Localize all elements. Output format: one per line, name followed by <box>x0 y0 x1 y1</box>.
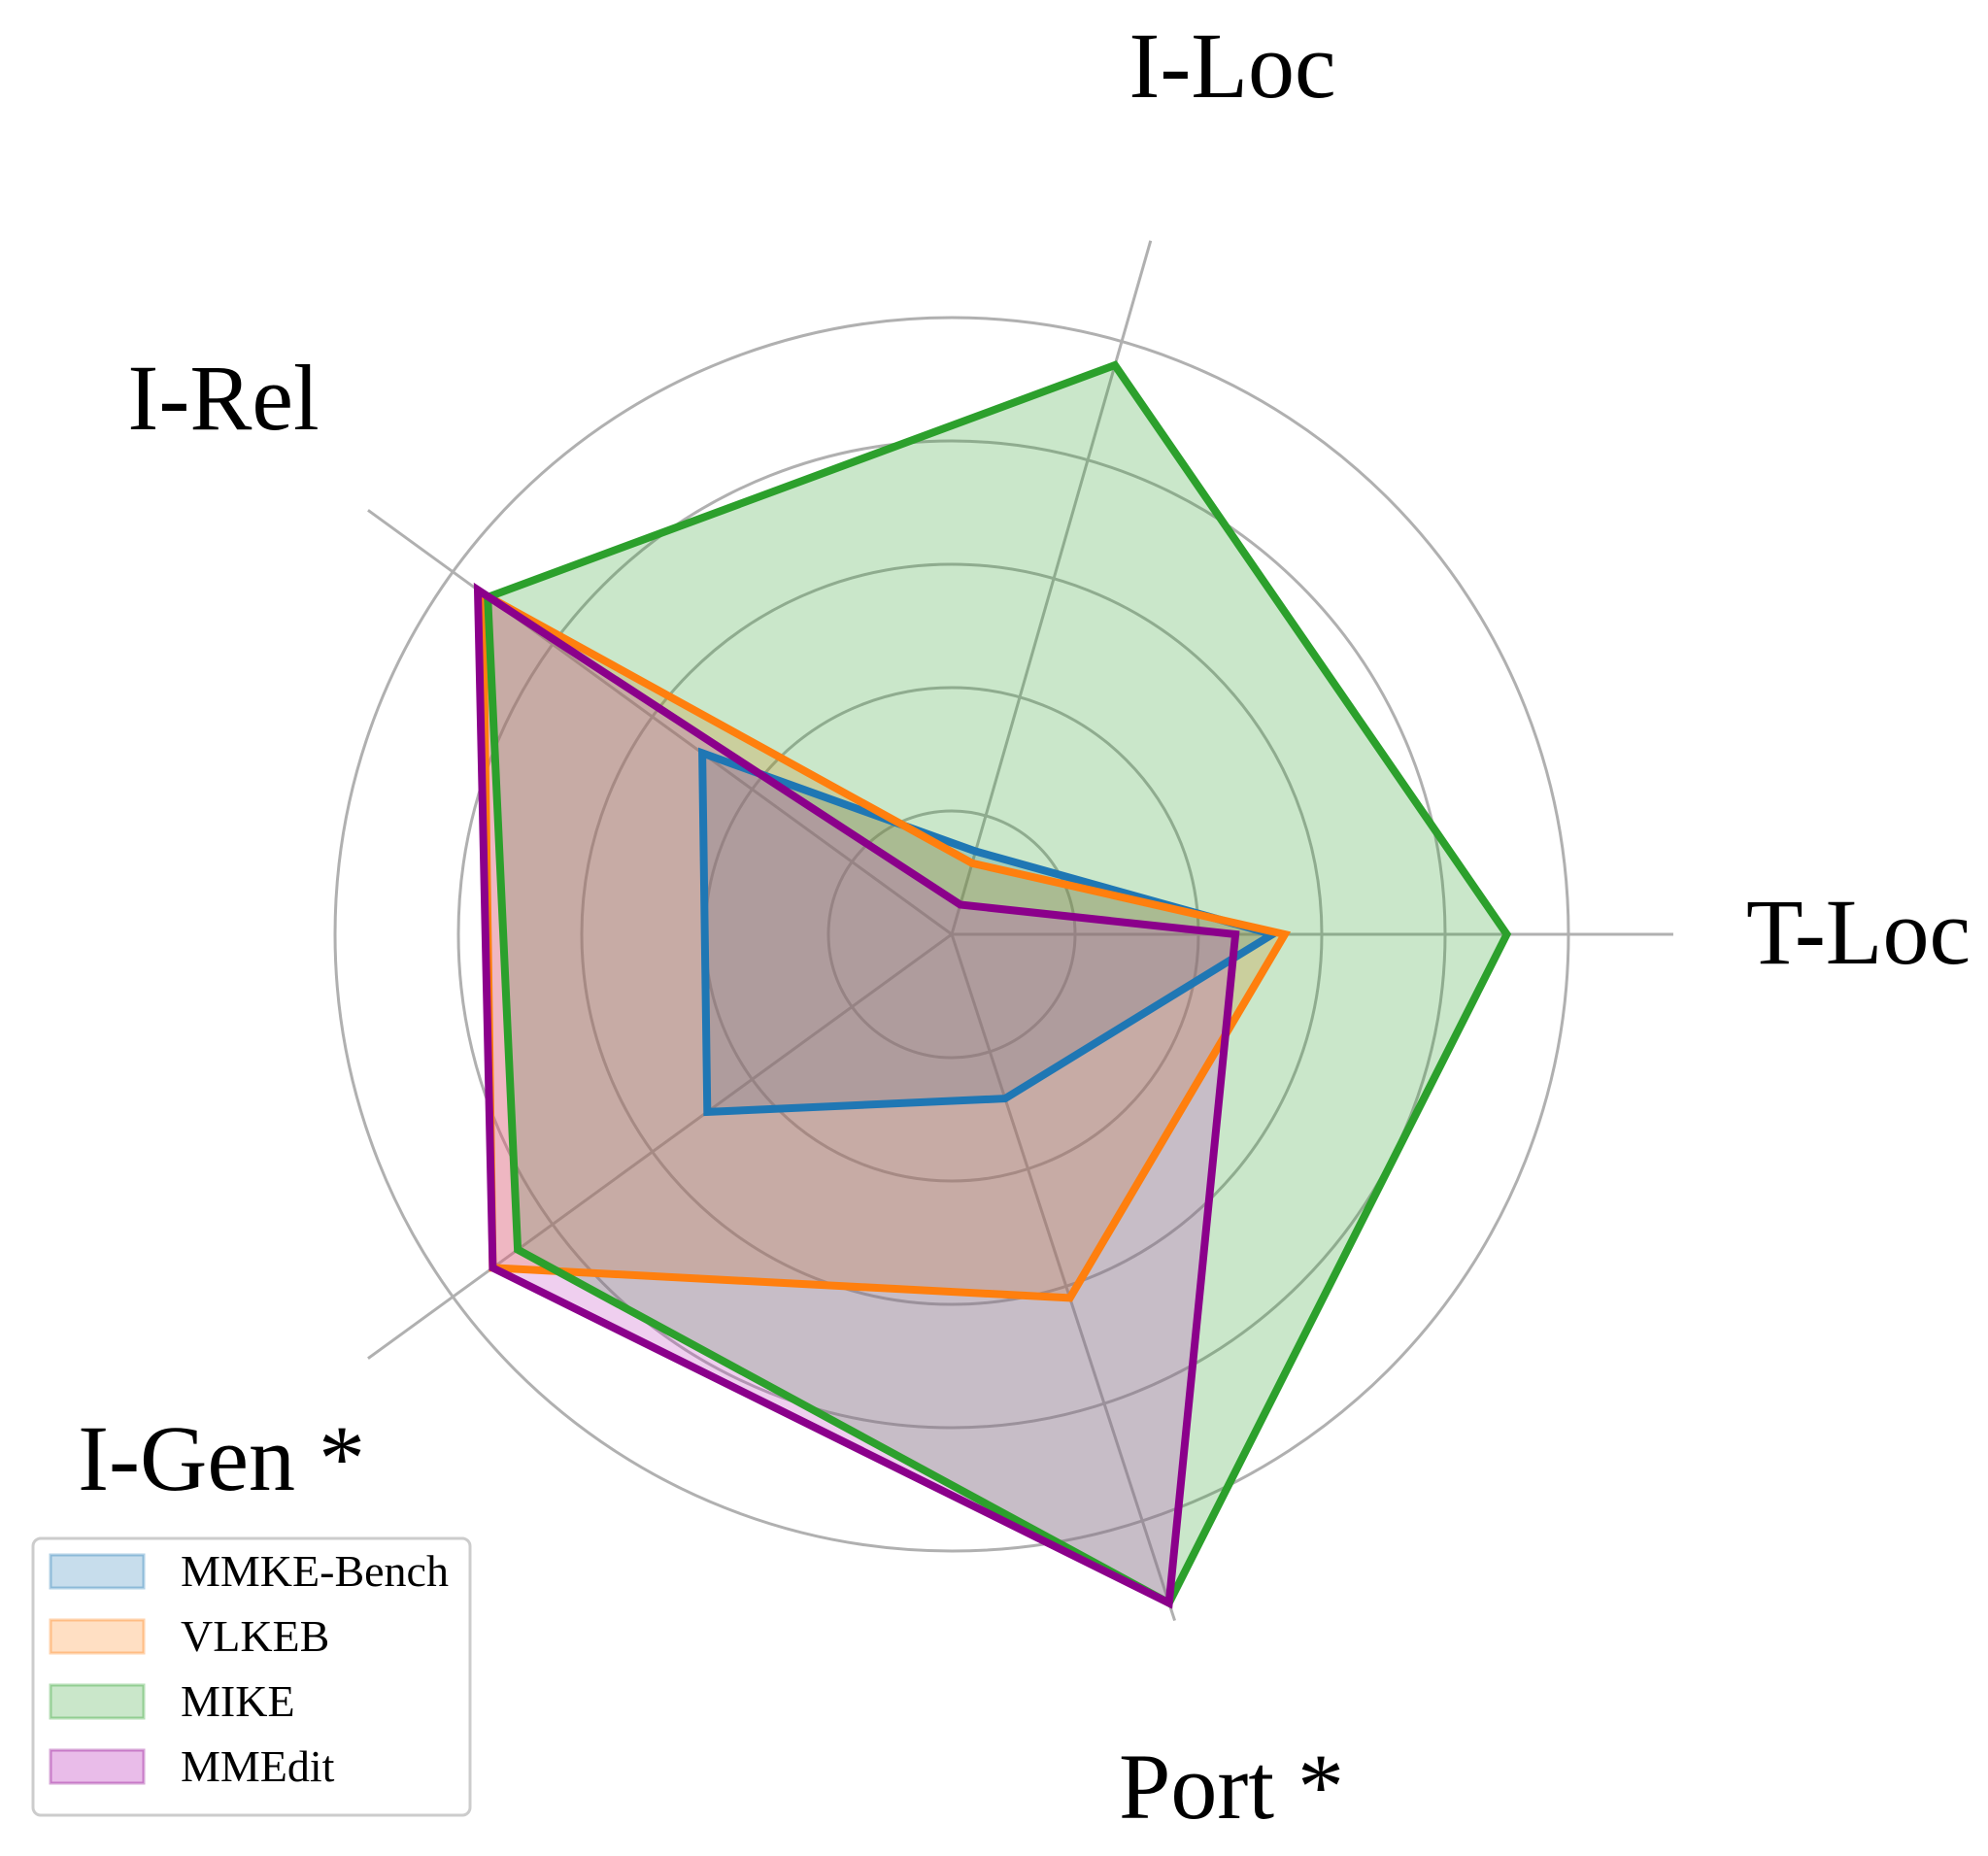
legend-item: MIKE <box>49 1676 295 1726</box>
axis-label-i-gen: I-Gen * <box>78 1406 365 1510</box>
series-area <box>483 593 1285 1299</box>
legend: MMKE-Bench VLKEB MIKE MMEdit <box>31 1536 472 1817</box>
grid <box>333 240 1673 1622</box>
axis-spoke <box>950 933 1177 1622</box>
series-mmke-bench <box>702 753 1273 1112</box>
series-area <box>702 753 1273 1112</box>
legend-label: MMKE-Bench <box>181 1546 449 1596</box>
series-outline <box>473 582 1240 1609</box>
legend-label: MMEdit <box>181 1741 335 1791</box>
axis-labels: T-Loc I-Loc I-Rel I-Gen * Port * <box>78 14 1971 1839</box>
legend-swatch-mmke-bench <box>49 1553 146 1590</box>
series-outline <box>698 747 1283 1117</box>
series-vlkeb <box>483 593 1285 1299</box>
axis-spoke <box>367 932 953 1360</box>
legend-swatch-mike <box>49 1683 146 1720</box>
legend-swatch-vlkeb <box>49 1618 146 1655</box>
series-area <box>488 365 1507 1603</box>
axis-label-port: Port * <box>1119 1735 1344 1839</box>
axis-label-i-rel: I-Rel <box>127 346 319 450</box>
legend-box <box>31 1536 472 1817</box>
legend-item: VLKEB <box>49 1611 329 1661</box>
legend-label: VLKEB <box>181 1611 329 1661</box>
axis-spoke <box>950 240 1153 935</box>
axis-label-t-loc: T-Loc <box>1746 880 1971 984</box>
legend-swatch-mmedit <box>49 1748 146 1785</box>
series-outline <box>484 360 1512 1608</box>
series-mmedit <box>478 590 1236 1603</box>
axis-spoke <box>367 509 953 936</box>
legend-item: MMEdit <box>49 1741 335 1791</box>
series-area <box>478 590 1236 1603</box>
series-polygons <box>473 360 1512 1609</box>
legend-label: MIKE <box>181 1676 295 1726</box>
series-mike <box>488 365 1507 1603</box>
legend-item: MMKE-Bench <box>49 1546 449 1596</box>
axis-label-i-loc: I-Loc <box>1129 14 1335 118</box>
